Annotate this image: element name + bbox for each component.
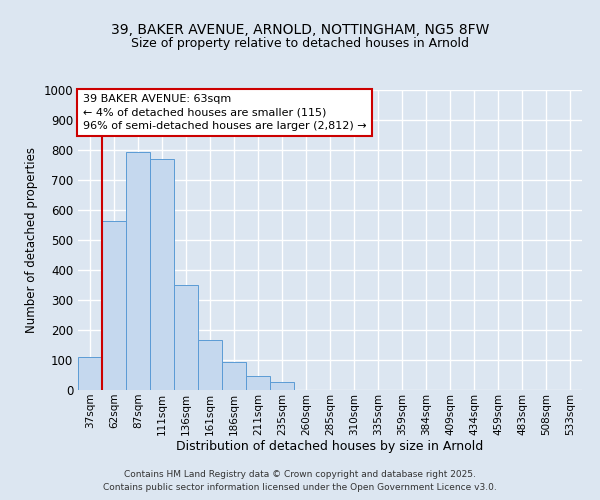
Text: 39 BAKER AVENUE: 63sqm
← 4% of detached houses are smaller (115)
96% of semi-det: 39 BAKER AVENUE: 63sqm ← 4% of detached … xyxy=(83,94,367,131)
Bar xyxy=(102,220,126,390)
Bar xyxy=(222,362,246,390)
Text: Size of property relative to detached houses in Arnold: Size of property relative to detached ho… xyxy=(131,38,469,51)
Bar xyxy=(174,285,198,390)
X-axis label: Distribution of detached houses by size in Arnold: Distribution of detached houses by size … xyxy=(176,440,484,454)
Bar xyxy=(198,340,222,390)
Y-axis label: Number of detached properties: Number of detached properties xyxy=(25,147,38,333)
Bar xyxy=(78,357,102,390)
Bar xyxy=(126,152,150,390)
Bar xyxy=(150,159,174,390)
Bar xyxy=(270,382,294,390)
Text: Contains HM Land Registry data © Crown copyright and database right 2025.
Contai: Contains HM Land Registry data © Crown c… xyxy=(103,470,497,492)
Text: 39, BAKER AVENUE, ARNOLD, NOTTINGHAM, NG5 8FW: 39, BAKER AVENUE, ARNOLD, NOTTINGHAM, NG… xyxy=(111,22,489,36)
Bar xyxy=(246,376,270,390)
